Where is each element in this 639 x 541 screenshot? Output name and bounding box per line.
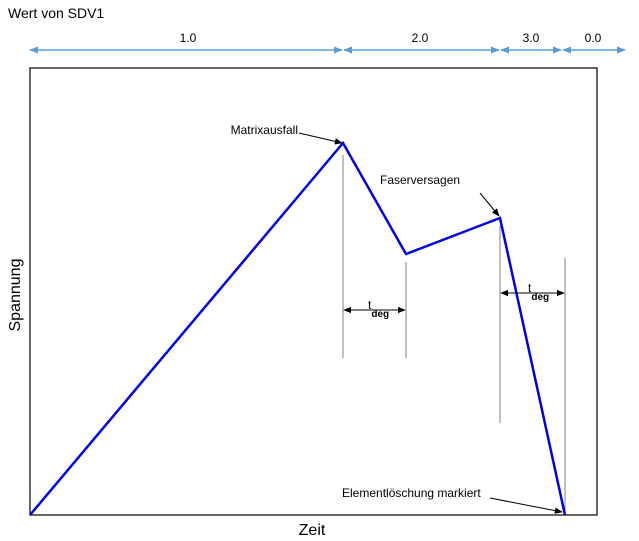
x-axis-label: Zeit [299,522,326,539]
annotation-arrow [298,132,343,145]
annotation-arrow [479,192,500,217]
segment-arrows: 1.0 2.0 3.0 0.0 [29,31,626,54]
segment-label: 0.0 [585,31,602,45]
y-axis-label: Spannung [7,259,24,332]
tdeg-sub: deg [531,292,549,303]
annotation: Matrixausfall [231,123,298,137]
annotation: Faserversagen [380,173,460,187]
segment-label: 1.0 [180,31,197,45]
tdeg-label: tdeg [528,281,549,303]
title: Wert von SDV1 [8,5,104,21]
guides [342,155,566,515]
tdeg-label: tdeg [368,298,389,320]
tdeg-sub: deg [371,309,389,320]
segment-label: 2.0 [412,31,429,45]
plot-frame [29,67,598,516]
annotation-arrow [489,497,563,514]
annotation: Elementlöschung markiert [342,486,481,500]
stress-curve [29,140,567,516]
tdeg-main: t [528,281,532,295]
segment-label: 3.0 [523,31,540,45]
tdeg-main: t [368,298,372,312]
